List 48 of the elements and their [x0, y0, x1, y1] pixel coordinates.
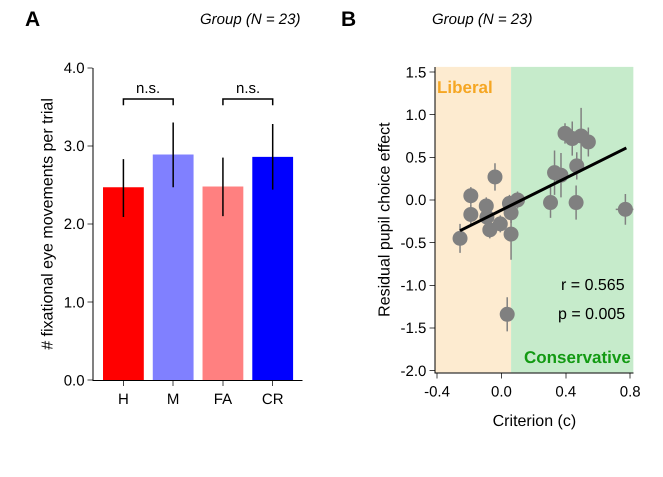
y-tick-label: -1.0: [400, 278, 426, 295]
x-axis-title: Criterion (c): [492, 413, 576, 430]
y-tick-label: 1.5: [406, 64, 426, 82]
chart-title: Group (N = 23): [432, 11, 532, 28]
band-label: Liberal: [437, 78, 493, 97]
y-tick-label: -0.5: [400, 234, 426, 252]
x-tick-label: 0.8: [620, 383, 641, 400]
y-tick-label: 1.0: [406, 106, 426, 124]
annotation: p = 0.005: [558, 306, 626, 323]
x-tick-label: 0.0: [490, 383, 512, 400]
x-tick-label: -0.4: [424, 383, 450, 400]
point: [452, 230, 468, 246]
annotation: n.s.: [236, 80, 260, 97]
y-axis-title: # fixational eye movements per trial: [40, 98, 57, 350]
y-tick-label: 0.0: [64, 372, 85, 390]
point: [580, 134, 596, 150]
point: [504, 226, 519, 242]
bar: [103, 187, 144, 380]
point: [543, 195, 558, 210]
annotation: r = 0.565: [561, 277, 625, 294]
x-tick-label: FA: [214, 391, 232, 408]
point: [463, 206, 478, 222]
y-tick-label: 1.0: [64, 294, 85, 312]
text: B: [341, 8, 356, 31]
y-tick-label: 0.5: [406, 150, 426, 167]
x-tick-label: 0.4: [555, 383, 576, 400]
annotation: n.s.: [136, 80, 160, 97]
point: [500, 306, 515, 322]
y-axis-title: Residual pupil choice effect: [376, 122, 394, 317]
bar: [252, 156, 294, 380]
bar: [152, 154, 194, 380]
x-tick-label: H: [118, 391, 129, 408]
y-tick-label: 0.0: [406, 192, 426, 210]
bar: [202, 186, 244, 380]
point: [568, 195, 584, 210]
y-tick-label: 3.0: [64, 138, 85, 156]
text: A: [25, 8, 40, 31]
y-tick-label: 4.0: [64, 60, 85, 78]
point: [492, 216, 508, 232]
y-tick-label: 2.0: [64, 216, 85, 234]
x-tick-label: CR: [262, 391, 284, 408]
point: [487, 169, 502, 184]
point: [618, 202, 633, 217]
x-tick-label: M: [166, 391, 180, 408]
band-label: Conservative: [524, 348, 631, 367]
chart-title: Group (N = 23): [200, 11, 300, 28]
y-tick-label: -1.5: [400, 320, 426, 338]
y-tick-label: -2.0: [400, 362, 426, 380]
